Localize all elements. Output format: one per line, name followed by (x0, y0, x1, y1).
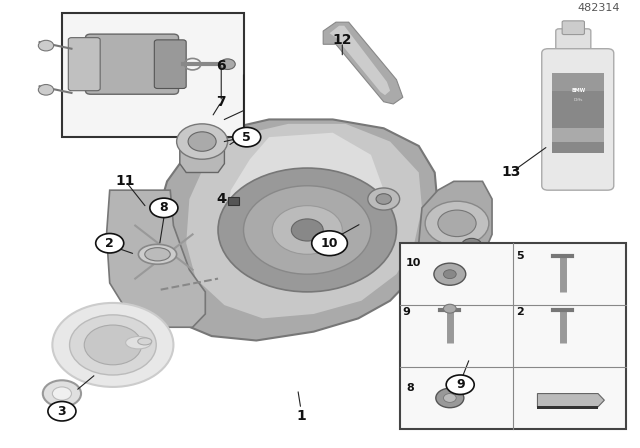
Circle shape (376, 194, 392, 204)
Text: 8: 8 (159, 201, 168, 214)
Circle shape (70, 315, 156, 375)
Text: 12: 12 (333, 33, 352, 47)
Text: 8: 8 (406, 383, 414, 393)
Bar (552, 73, 604, 153)
Bar (552, 128, 604, 142)
Circle shape (446, 375, 474, 394)
Text: 7: 7 (216, 95, 226, 109)
Text: 5: 5 (243, 131, 251, 144)
Text: 9: 9 (456, 378, 465, 391)
Text: 4: 4 (216, 192, 226, 206)
Circle shape (96, 233, 124, 253)
Circle shape (84, 325, 141, 365)
Circle shape (272, 206, 342, 254)
Circle shape (218, 168, 396, 292)
Polygon shape (106, 190, 205, 327)
Text: 9: 9 (403, 307, 411, 317)
FancyBboxPatch shape (562, 21, 584, 34)
Circle shape (244, 186, 371, 274)
Circle shape (38, 85, 54, 95)
Circle shape (43, 380, 81, 407)
Circle shape (188, 132, 216, 151)
Bar (399, 243, 626, 429)
Polygon shape (154, 120, 438, 340)
Polygon shape (225, 133, 384, 283)
Circle shape (461, 238, 482, 253)
Text: 3: 3 (58, 405, 66, 418)
Circle shape (434, 263, 466, 285)
Circle shape (291, 219, 323, 241)
Polygon shape (538, 393, 604, 407)
Text: 2: 2 (106, 237, 114, 250)
FancyBboxPatch shape (68, 38, 100, 90)
Text: Diffs: Diffs (573, 98, 583, 102)
Text: 11: 11 (116, 174, 136, 188)
Bar (228, 197, 239, 205)
Circle shape (312, 231, 348, 256)
Ellipse shape (138, 338, 152, 345)
Circle shape (52, 387, 72, 400)
Circle shape (220, 59, 236, 69)
Text: 2: 2 (516, 307, 524, 317)
Circle shape (444, 393, 456, 402)
Text: 5: 5 (516, 251, 524, 262)
Circle shape (48, 401, 76, 421)
Text: BMW: BMW (571, 88, 585, 93)
Circle shape (177, 124, 228, 159)
Polygon shape (419, 181, 492, 265)
FancyBboxPatch shape (86, 34, 179, 94)
Circle shape (425, 201, 489, 246)
Circle shape (150, 198, 178, 218)
Text: 482314: 482314 (577, 3, 620, 13)
Ellipse shape (125, 336, 151, 349)
FancyBboxPatch shape (541, 49, 614, 190)
Bar (538, 406, 598, 409)
Polygon shape (323, 22, 403, 104)
Circle shape (52, 303, 173, 387)
Circle shape (233, 127, 260, 147)
Circle shape (38, 40, 54, 51)
Text: 6: 6 (216, 60, 226, 73)
Circle shape (368, 188, 399, 210)
Polygon shape (180, 102, 225, 172)
Text: 10: 10 (406, 258, 421, 268)
Text: 13: 13 (502, 165, 521, 180)
FancyBboxPatch shape (556, 29, 591, 57)
Text: 10: 10 (321, 237, 339, 250)
Bar (62, 13, 244, 137)
Ellipse shape (145, 248, 170, 261)
Bar (552, 73, 604, 90)
Circle shape (444, 270, 456, 279)
Ellipse shape (138, 244, 177, 264)
Circle shape (436, 388, 464, 408)
FancyBboxPatch shape (154, 40, 186, 89)
Circle shape (444, 304, 456, 313)
Polygon shape (330, 26, 390, 95)
Circle shape (438, 210, 476, 237)
Polygon shape (186, 124, 422, 319)
Text: 1: 1 (296, 409, 306, 422)
